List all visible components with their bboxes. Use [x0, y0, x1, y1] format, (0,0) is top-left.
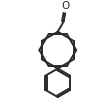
Text: O: O — [61, 1, 69, 11]
